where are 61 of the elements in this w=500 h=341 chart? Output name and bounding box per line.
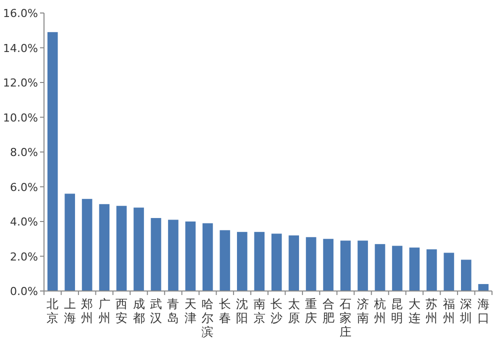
bar bbox=[460, 260, 472, 291]
x-tick-label: 济南 bbox=[356, 297, 369, 325]
x-tick-label: 郑州 bbox=[81, 297, 94, 325]
x-tick-label: 广州 bbox=[98, 297, 110, 325]
x-tick-label: 杭州 bbox=[373, 297, 386, 325]
bar bbox=[99, 204, 110, 291]
y-tick-label: 10.0% bbox=[3, 111, 38, 124]
x-tick-label: 长沙 bbox=[270, 297, 283, 325]
bar bbox=[340, 240, 351, 291]
bar bbox=[134, 208, 144, 291]
y-tick-label: 8.0% bbox=[10, 146, 38, 159]
x-tick-label: 上海 bbox=[64, 297, 76, 325]
y-tick-label: 12.0% bbox=[3, 76, 38, 90]
bar bbox=[426, 249, 437, 291]
x-tick-label: 深圳 bbox=[459, 297, 472, 325]
x-tick-label: 青岛 bbox=[167, 297, 180, 325]
y-tick-label: 0.0% bbox=[10, 285, 38, 298]
y-tick-label: 6.0% bbox=[10, 180, 38, 194]
bar bbox=[288, 235, 300, 291]
y-tick-label: 4.0% bbox=[10, 216, 38, 228]
x-tick-label: 昆明 bbox=[391, 297, 404, 325]
x-tick-label: 石家庄 bbox=[340, 297, 352, 339]
bar bbox=[82, 198, 92, 291]
x-tick-label: 海口 bbox=[477, 297, 490, 325]
bar bbox=[306, 237, 316, 291]
x-tick-label: 南京 bbox=[253, 297, 266, 325]
bar bbox=[271, 234, 282, 291]
bar bbox=[47, 32, 58, 291]
x-tick-label: 武汉 bbox=[150, 297, 162, 325]
x-tick-label: 哈尔滨 bbox=[202, 297, 214, 339]
x-tick-label: 长春 bbox=[218, 297, 231, 325]
bar bbox=[220, 230, 230, 291]
y-tick-label: 16.0% bbox=[3, 7, 38, 20]
bar bbox=[64, 194, 76, 291]
bar bbox=[444, 252, 454, 291]
bar bbox=[116, 206, 127, 291]
x-tick-label: 福州 bbox=[442, 297, 455, 325]
x-tick-label: 苏州 bbox=[426, 297, 438, 325]
bar bbox=[478, 284, 489, 291]
x-tick-label: 成都 bbox=[132, 297, 145, 325]
bar bbox=[202, 223, 213, 291]
y-tick-label: 2.0% bbox=[10, 250, 38, 264]
bar bbox=[323, 238, 334, 291]
bar bbox=[392, 246, 402, 291]
x-tick-label: 天津 bbox=[184, 297, 196, 325]
x-tick-label: 沈阳 bbox=[236, 297, 248, 325]
x-tick-label: 大连 bbox=[408, 297, 420, 325]
bar bbox=[358, 240, 368, 291]
bar bbox=[185, 222, 196, 291]
bar bbox=[374, 244, 386, 291]
x-tick-label: 合肥 bbox=[322, 297, 334, 325]
bar bbox=[150, 218, 162, 291]
x-tick-label: 北京 bbox=[46, 297, 59, 325]
bar bbox=[236, 232, 248, 291]
bar bbox=[254, 232, 265, 291]
y-tick-label: 14.0% bbox=[3, 42, 38, 55]
x-tick-label: 西安 bbox=[116, 297, 128, 325]
bar bbox=[409, 248, 420, 291]
x-tick-label: 重庆 bbox=[305, 297, 318, 325]
x-tick-label: 太原 bbox=[288, 297, 300, 325]
bar bbox=[168, 220, 178, 291]
